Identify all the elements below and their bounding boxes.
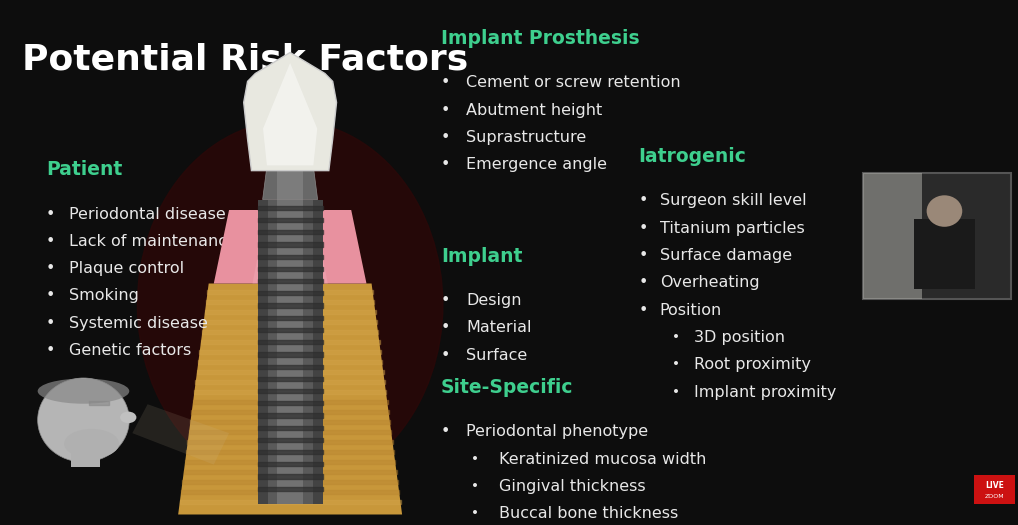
- Text: Keratinized mucosa width: Keratinized mucosa width: [499, 452, 706, 467]
- Text: •: •: [471, 452, 479, 466]
- Text: •: •: [441, 130, 450, 145]
- Text: •: •: [441, 293, 450, 308]
- Text: Site-Specific: Site-Specific: [441, 378, 573, 397]
- Text: Smoking: Smoking: [69, 288, 139, 303]
- Text: •: •: [46, 261, 55, 276]
- Text: •: •: [441, 102, 450, 118]
- Text: Periodontal disease: Periodontal disease: [69, 206, 226, 222]
- Text: Material: Material: [466, 320, 531, 335]
- PathPatch shape: [263, 63, 318, 165]
- Text: Implant Prosthesis: Implant Prosthesis: [441, 29, 639, 48]
- Ellipse shape: [38, 378, 129, 462]
- Text: Implant proximity: Implant proximity: [694, 384, 837, 400]
- Bar: [863, 173, 922, 299]
- Bar: [974, 475, 1015, 504]
- Text: •: •: [441, 157, 450, 172]
- Ellipse shape: [120, 412, 136, 423]
- Text: Lack of maintenance: Lack of maintenance: [69, 234, 237, 249]
- Text: Surgeon skill level: Surgeon skill level: [660, 193, 806, 208]
- Ellipse shape: [926, 195, 962, 227]
- Text: Gingival thickness: Gingival thickness: [499, 479, 645, 494]
- Text: •: •: [441, 75, 450, 90]
- Text: •: •: [672, 357, 680, 371]
- Text: Buccal bone thickness: Buccal bone thickness: [499, 506, 678, 521]
- Text: Root proximity: Root proximity: [694, 357, 811, 372]
- Text: ZOOM: ZOOM: [984, 494, 1005, 499]
- Text: Implant: Implant: [441, 247, 522, 266]
- Text: 3D position: 3D position: [694, 330, 785, 345]
- Ellipse shape: [38, 379, 129, 404]
- Text: •: •: [441, 424, 450, 439]
- Text: Suprastructure: Suprastructure: [466, 130, 586, 145]
- Text: •: •: [638, 302, 647, 318]
- Text: Titanium particles: Titanium particles: [660, 220, 804, 236]
- Text: •: •: [46, 343, 55, 358]
- Text: •: •: [46, 316, 55, 331]
- Bar: [914, 219, 975, 289]
- Text: •: •: [638, 275, 647, 290]
- Polygon shape: [178, 284, 402, 514]
- Ellipse shape: [64, 429, 119, 458]
- Ellipse shape: [137, 121, 443, 488]
- Bar: [313, 200, 323, 504]
- Text: Potential Risk Factors: Potential Risk Factors: [22, 42, 468, 76]
- Polygon shape: [132, 404, 229, 465]
- Text: Position: Position: [660, 302, 722, 318]
- Bar: [277, 200, 303, 504]
- Polygon shape: [214, 210, 366, 284]
- Text: Surface: Surface: [466, 348, 527, 363]
- Text: •: •: [441, 320, 450, 335]
- Text: •: •: [471, 506, 479, 520]
- Bar: [71, 438, 100, 467]
- Polygon shape: [252, 231, 328, 284]
- Text: •: •: [638, 193, 647, 208]
- Text: Iatrogenic: Iatrogenic: [638, 147, 746, 166]
- Text: Abutment height: Abutment height: [466, 102, 603, 118]
- Polygon shape: [263, 168, 318, 200]
- Text: •: •: [46, 234, 55, 249]
- Text: LIVE: LIVE: [985, 481, 1004, 490]
- Text: Plaque control: Plaque control: [69, 261, 184, 276]
- Text: Emergence angle: Emergence angle: [466, 157, 608, 172]
- Text: •: •: [46, 288, 55, 303]
- Text: •: •: [441, 348, 450, 363]
- Text: Systemic disease: Systemic disease: [69, 316, 208, 331]
- Bar: [258, 200, 268, 504]
- Text: Periodontal phenotype: Periodontal phenotype: [466, 424, 648, 439]
- Text: •: •: [672, 384, 680, 398]
- Bar: [258, 200, 323, 504]
- Text: Patient: Patient: [46, 160, 122, 179]
- Text: Genetic factors: Genetic factors: [69, 343, 191, 358]
- Text: Surface damage: Surface damage: [660, 248, 792, 263]
- Text: •: •: [638, 248, 647, 263]
- Text: Overheating: Overheating: [660, 275, 759, 290]
- Text: •: •: [638, 220, 647, 236]
- Bar: [277, 168, 303, 200]
- Text: •: •: [46, 206, 55, 222]
- Text: •: •: [672, 330, 680, 344]
- Text: Cement or screw retention: Cement or screw retention: [466, 75, 681, 90]
- Text: Design: Design: [466, 293, 522, 308]
- Text: •: •: [471, 479, 479, 493]
- PathPatch shape: [243, 52, 337, 171]
- Bar: [863, 173, 1011, 299]
